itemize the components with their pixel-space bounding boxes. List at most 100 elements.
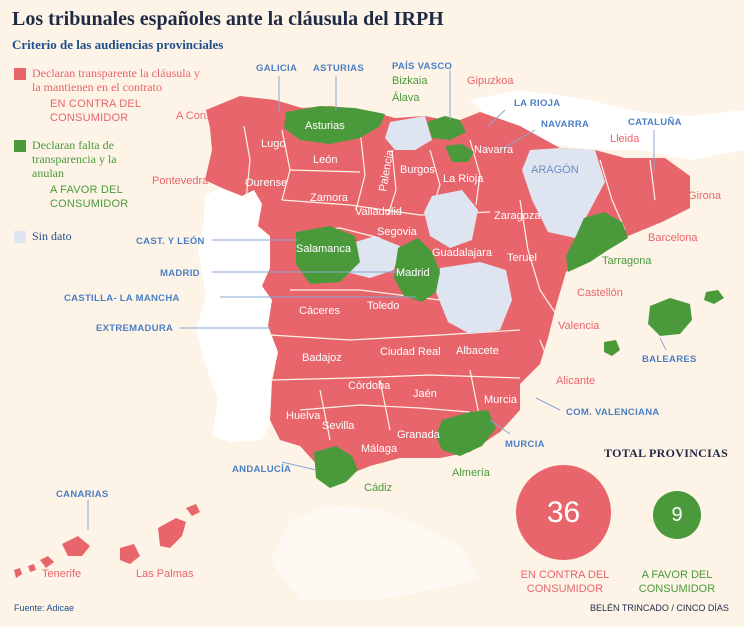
label-burgos: Burgos [400, 164, 435, 176]
label-teruel: Teruel [507, 252, 537, 264]
label-lugo: Lugo [261, 138, 285, 150]
region-castilla-la-mancha: CASTILLA- LA MANCHA [64, 293, 180, 304]
island-2 [40, 556, 54, 568]
region-andalucia: ANDALUCÍA [232, 464, 291, 475]
label-las-palmas: Las Palmas [136, 568, 194, 580]
region-madrid: MADRID [160, 268, 200, 279]
island-7 [28, 564, 36, 572]
label-gipuzkoa: Gipuzkoa [467, 75, 514, 87]
totals-title: TOTAL PROVINCIAS [604, 446, 729, 460]
pointer-lines [87, 70, 667, 530]
label-lleida: Lleida [610, 133, 640, 145]
label-pontevedra: Pontevedra [152, 175, 209, 187]
salamanca-area [296, 226, 360, 284]
credit-note: BELÉN TRINCADO / CINCO DÍAS [590, 603, 729, 613]
label-sevilla: Sevilla [322, 420, 355, 432]
label-asturias: Asturias [305, 120, 345, 132]
source-note: Fuente: Adicae [14, 603, 75, 613]
label-leon: León [313, 154, 337, 166]
legend-label-nodata: Sin dato [32, 229, 72, 243]
label-albacete: Albacete [456, 345, 499, 357]
page-subtitle: Criterio de las audiencias provinciales [12, 37, 224, 52]
label-cadiz: Cádiz [364, 482, 392, 494]
label-malaga: Málaga [361, 443, 398, 455]
label-alava: Álava [392, 91, 420, 104]
almeria-area [436, 410, 496, 456]
label-bizkaia: Bizkaia [392, 75, 428, 87]
portugal-land [196, 188, 278, 442]
island-6 [186, 504, 200, 516]
inside-labels: Lugo Ourense León Palencia Burgos Zamora… [245, 120, 579, 455]
region-cataluna: CATALUÑA [628, 117, 682, 128]
favor-total-label: A FAVOR DEL CONSUMIDOR [638, 569, 716, 595]
legend-label-against: Declaran transparente la cláusula y la m… [32, 66, 200, 94]
region-extremadura: EXTREMADURA [96, 323, 173, 334]
against-total-label: EN CONTRA DEL CONSUMIDOR [520, 569, 610, 595]
legend-swatch-nodata [14, 231, 26, 243]
label-almeria: Almería [452, 467, 491, 479]
label-toledo: Toledo [367, 300, 399, 312]
label-badajoz: Badajoz [302, 352, 342, 364]
legend-swatch-green [14, 140, 26, 152]
soria-nodata [424, 190, 478, 248]
label-barcelona: Barcelona [648, 232, 698, 244]
label-zamora: Zamora [310, 192, 349, 204]
region-la-rioja: LA RIOJA [514, 98, 560, 109]
against-total-value: 36 [546, 495, 581, 529]
morocco-land [270, 505, 480, 600]
aragon-nodata [522, 148, 605, 238]
legend-sub-against: EN CONTRA DEL CONSUMIDOR [50, 98, 141, 124]
mallorca-island [648, 298, 692, 336]
legend-item-favor: Declaran falta de transparencia y la anu… [14, 138, 144, 180]
outside-labels: A Coruña Pontevedra Bizkaia Álava Gipuzk… [42, 75, 722, 580]
island-3 [62, 536, 90, 556]
region-pais-vasco: PAÍS VASCO [392, 61, 452, 72]
cadiz-area [314, 446, 358, 488]
label-jaen: Jaén [413, 388, 437, 400]
label-cordoba: Córdoba [348, 380, 391, 392]
cantabria-nodata [385, 116, 432, 150]
label-alicante: Alicante [556, 375, 595, 387]
asturias-area [284, 106, 385, 144]
region-canarias: CANARIAS [56, 489, 109, 500]
region-baleares: BALEARES [642, 354, 697, 365]
favor-total-value: 9 [671, 503, 683, 526]
label-granada: Granada [397, 429, 441, 441]
label-caceres: Cáceres [299, 305, 340, 317]
label-murcia: Murcia [484, 394, 518, 406]
island-5 [158, 518, 186, 548]
alava-area [445, 144, 474, 162]
legend-swatch-red [14, 68, 26, 80]
against-total-circle: 36 [516, 465, 611, 560]
label-huelva: Huelva [286, 410, 321, 422]
label-tenerife: Tenerife [42, 568, 81, 580]
label-girona: Girona [688, 190, 722, 202]
nodata-areas [342, 116, 605, 334]
label-ourense: Ourense [245, 177, 287, 189]
island-1 [14, 568, 22, 578]
label-segovia: Segovia [377, 226, 418, 238]
region-asturias: ASTURIAS [313, 63, 364, 74]
favor-areas [284, 106, 724, 488]
label-valladolid: Valladolid [355, 206, 402, 218]
tarragona-area [566, 212, 628, 272]
region-labels: GALICIA ASTURIAS PAÍS VASCO LA RIOJA NAV… [56, 61, 697, 500]
canarias-islands [14, 504, 200, 578]
region-navarra: NAVARRA [541, 119, 589, 130]
madrid-area [394, 238, 440, 302]
favor-total-circle: 9 [653, 491, 701, 539]
label-madrid: Madrid [396, 267, 430, 279]
island-4 [120, 544, 140, 564]
france-land [470, 90, 744, 160]
ibiza-island [604, 340, 620, 356]
region-galicia: GALICIA [256, 63, 297, 74]
label-la-rioja: La Rioja [443, 173, 484, 185]
menorca-island [704, 290, 724, 304]
region-murcia: MURCIA [505, 439, 545, 450]
label-tarragona: Tarragona [602, 255, 652, 267]
label-aragon: ARAGÓN [531, 163, 579, 176]
label-a-coruna: A Coruña [176, 110, 223, 122]
legend-sub-favor: A FAVOR DEL CONSUMIDOR [50, 184, 129, 210]
